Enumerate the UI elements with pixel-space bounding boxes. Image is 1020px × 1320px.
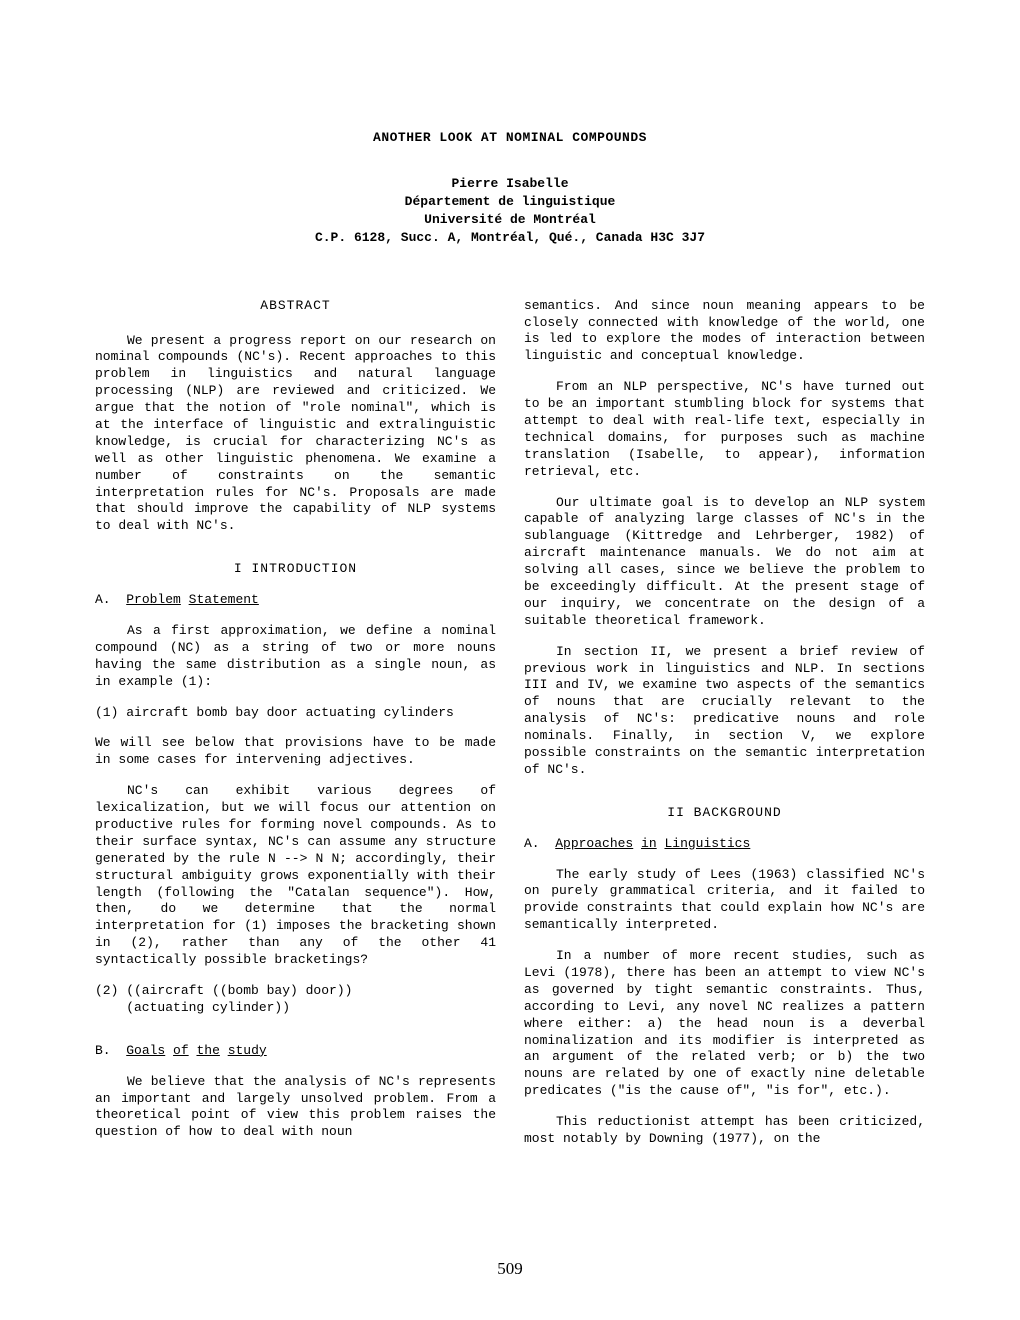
subsection-a: A. Problem Statement xyxy=(95,592,496,609)
subsection-b-word2: of xyxy=(173,1043,189,1058)
paragraph-4: We believe that the analysis of NC's rep… xyxy=(95,1074,496,1142)
subsection-a2-word3: Linguistics xyxy=(664,836,750,851)
paragraph-r2: From an NLP perspective, NC's have turne… xyxy=(524,379,925,480)
author-name: Pierre Isabelle xyxy=(95,175,925,193)
page: ANOTHER LOOK AT NOMINAL COMPOUNDS Pierre… xyxy=(0,0,1020,1320)
author-dept: Département de linguistique xyxy=(95,193,925,211)
paper-title: ANOTHER LOOK AT NOMINAL COMPOUNDS xyxy=(95,130,925,147)
paragraph-3: NC's can exhibit various degrees of lexi… xyxy=(95,783,496,969)
section-1-heading: I INTRODUCTION xyxy=(95,561,496,578)
example-2-line1: (2) ((aircraft ((bomb bay) door)) xyxy=(95,983,496,1000)
subsection-b-word4: study xyxy=(228,1043,267,1058)
paragraph-2: We will see below that provisions have t… xyxy=(95,735,496,769)
abstract-text: We present a progress report on our rese… xyxy=(95,333,496,536)
example-1: (1) aircraft bomb bay door actuating cyl… xyxy=(95,705,496,722)
right-column: semantics. And since noun meaning appear… xyxy=(524,298,925,1162)
paragraph-r7: This reductionist attempt has been criti… xyxy=(524,1114,925,1148)
author-addr: C.P. 6128, Succ. A, Montréal, Qué., Cana… xyxy=(95,229,925,247)
subsection-a-word1: Problem xyxy=(126,592,181,607)
paragraph-1: As a first approximation, we define a no… xyxy=(95,623,496,691)
paragraph-r5: The early study of Lees (1963) classifie… xyxy=(524,867,925,935)
example-2: (2) ((aircraft ((bomb bay) door)) (actua… xyxy=(95,983,496,1017)
subsection-a-prefix: A. xyxy=(95,592,111,607)
subsection-a2: A. Approaches in Linguistics xyxy=(524,836,925,853)
paragraph-r4: In section II, we present a brief review… xyxy=(524,644,925,779)
left-column: ABSTRACT We present a progress report on… xyxy=(95,298,496,1162)
section-2-heading: II BACKGROUND xyxy=(524,805,925,822)
subsection-a2-word2: in xyxy=(641,836,657,851)
paragraph-r6: In a number of more recent studies, such… xyxy=(524,948,925,1100)
subsection-a2-prefix: A. xyxy=(524,836,540,851)
two-column-layout: ABSTRACT We present a progress report on… xyxy=(95,298,925,1162)
subsection-b: B. Goals of the study xyxy=(95,1043,496,1060)
page-number: 509 xyxy=(0,1258,1020,1280)
abstract-label: ABSTRACT xyxy=(95,298,496,315)
subsection-b-prefix: B. xyxy=(95,1043,111,1058)
author-univ: Université de Montréal xyxy=(95,211,925,229)
author-block: Pierre Isabelle Département de linguisti… xyxy=(95,175,925,248)
subsection-b-word3: the xyxy=(196,1043,219,1058)
paragraph-r1: semantics. And since noun meaning appear… xyxy=(524,298,925,366)
example-2-line2: (actuating cylinder)) xyxy=(95,1000,496,1017)
subsection-b-word1: Goals xyxy=(126,1043,165,1058)
paragraph-r3: Our ultimate goal is to develop an NLP s… xyxy=(524,495,925,630)
subsection-a2-word1: Approaches xyxy=(555,836,633,851)
subsection-a-word2: Statement xyxy=(189,592,259,607)
